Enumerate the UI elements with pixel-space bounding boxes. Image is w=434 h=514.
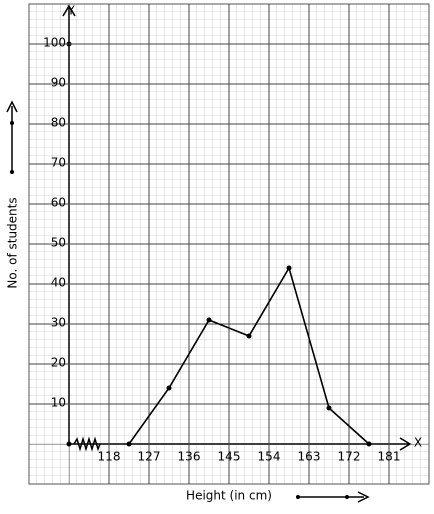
- point: [246, 333, 252, 339]
- x-tick-label: 172: [338, 450, 361, 464]
- y-tick-label: 60: [51, 196, 66, 210]
- y-direction-dot: [10, 121, 14, 125]
- y-tick-label: 50: [51, 236, 66, 250]
- y-tick-label: 100: [43, 36, 66, 50]
- y-tick-label: 70: [51, 156, 66, 170]
- x-axis-arrow: [399, 437, 412, 451]
- y-tick-label: 30: [51, 316, 66, 330]
- y-tick-label: 10: [51, 396, 66, 410]
- point: [326, 405, 332, 411]
- y-direction-arrowhead: [6, 100, 18, 113]
- point: [206, 317, 212, 323]
- y-tick-label: 90: [51, 76, 66, 90]
- x-axis-label: Height (in cm): [186, 489, 272, 503]
- y-direction-dot: [10, 170, 14, 174]
- x-axis-name: X: [414, 436, 422, 450]
- x-tick-label: 181: [378, 450, 401, 464]
- x-tick-label: 127: [138, 450, 161, 464]
- y-tick-label: 20: [51, 356, 66, 370]
- x-tick-label: 118: [98, 450, 121, 464]
- y-axis-label: No. of students: [6, 197, 20, 288]
- x-tick-label: 154: [258, 450, 281, 464]
- y-axis-name: Y: [66, 4, 75, 18]
- y-tick-label: 40: [51, 276, 66, 290]
- y-tick-label: 80: [51, 116, 66, 130]
- point: [366, 441, 372, 447]
- axis-break: [73, 436, 101, 452]
- x-direction-dot: [296, 495, 300, 499]
- x-tick-label: 145: [218, 450, 241, 464]
- x-direction-arrowhead: [357, 491, 370, 503]
- point: [126, 441, 132, 447]
- x-tick-label: 163: [298, 450, 321, 464]
- x-direction-dot: [345, 495, 349, 499]
- point: [166, 385, 172, 391]
- point: [286, 265, 292, 271]
- origin: [66, 441, 72, 447]
- y-axis-arrow: [62, 4, 76, 17]
- x-tick-label: 136: [178, 450, 201, 464]
